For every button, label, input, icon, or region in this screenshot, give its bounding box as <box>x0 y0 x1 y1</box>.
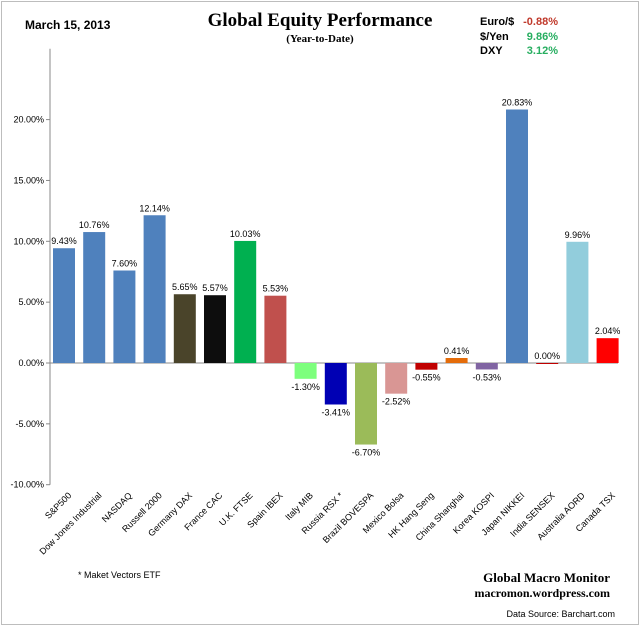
data-label: 5.57% <box>202 283 228 293</box>
fx-value-euro: -0.88% <box>523 16 558 28</box>
bar <box>536 363 559 364</box>
chart-subtitle: (Year-to-Date) <box>286 33 354 45</box>
bar <box>53 248 75 363</box>
bar <box>596 338 619 363</box>
data-label: 9.96% <box>565 230 591 240</box>
bar <box>173 294 196 363</box>
data-label: 10.03% <box>230 229 261 239</box>
brand-site: macromon.wordpress.com <box>474 586 610 600</box>
chart-title: Global Equity Performance <box>207 10 433 31</box>
bar <box>506 109 528 363</box>
bar <box>324 363 347 405</box>
data-label: 2.04% <box>595 326 621 336</box>
bar <box>355 363 377 445</box>
data-label: 0.41% <box>444 346 470 356</box>
x-tick-label: S&P500 <box>43 490 73 520</box>
y-tick-label: 20.00% <box>13 115 44 125</box>
data-label: 7.60% <box>112 259 138 269</box>
data-source: Data Source: Barchart.com <box>506 609 615 619</box>
bar <box>113 270 136 363</box>
footnote: * Maket Vectors ETF <box>78 570 161 580</box>
bar <box>385 363 408 394</box>
y-tick-label: 5.00% <box>18 297 44 307</box>
data-label: 5.53% <box>263 284 289 294</box>
fx-label-yen: $/Yen <box>480 31 509 43</box>
y-tick-label: 0.00% <box>18 358 44 368</box>
bar <box>264 295 287 363</box>
data-label: -3.41% <box>322 407 351 417</box>
data-label: 9.43% <box>51 236 77 246</box>
data-label: 5.65% <box>172 282 198 292</box>
y-tick-label: 15.00% <box>13 175 44 185</box>
brand-name: Global Macro Monitor <box>483 570 610 585</box>
data-label: -1.30% <box>291 382 320 392</box>
bar <box>143 215 166 363</box>
y-tick-label: -10.00% <box>10 480 44 490</box>
data-label: -6.70% <box>352 448 381 458</box>
fx-label-euro: Euro/$ <box>480 16 515 28</box>
data-label: 0.00% <box>534 351 560 361</box>
bar <box>445 358 468 363</box>
data-label: 10.76% <box>79 220 110 230</box>
data-label: -0.55% <box>412 373 441 383</box>
bar <box>83 232 106 363</box>
data-label: 20.83% <box>502 97 533 107</box>
y-tick-label: -5.00% <box>15 419 44 429</box>
fx-label-dxy: DXY <box>480 45 503 57</box>
data-label: -0.53% <box>473 372 502 382</box>
bar <box>566 241 589 363</box>
date-label: March 15, 2013 <box>25 18 111 32</box>
bar <box>294 363 317 379</box>
data-label: -2.52% <box>382 397 411 407</box>
bar <box>204 295 226 363</box>
y-tick-label: 10.00% <box>13 236 44 246</box>
bar <box>415 363 438 370</box>
fx-value-yen: 9.86% <box>526 31 558 43</box>
bar <box>234 240 257 363</box>
data-label: 12.14% <box>139 203 170 213</box>
bar <box>475 363 498 370</box>
fx-value-dxy: 3.12% <box>526 45 558 57</box>
